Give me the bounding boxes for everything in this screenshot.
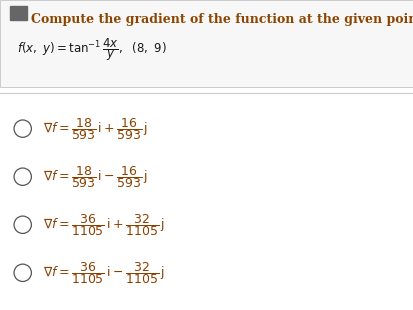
Bar [10, 6, 27, 20]
Text: $\nabla f = \dfrac{18}{593}\,\mathrm{i} - \dfrac{16}{593}\,\mathrm{j}$: $\nabla f = \dfrac{18}{593}\,\mathrm{i} … [43, 164, 148, 190]
Text: $\nabla f = \dfrac{36}{1105}\,\mathrm{i} - \dfrac{32}{1105}\,\mathrm{j}$: $\nabla f = \dfrac{36}{1105}\,\mathrm{i}… [43, 260, 166, 286]
Text: $\nabla f = \dfrac{36}{1105}\,\mathrm{i} + \dfrac{32}{1105}\,\mathrm{j}$: $\nabla f = \dfrac{36}{1105}\,\mathrm{i}… [43, 212, 166, 238]
Text: $\nabla f = \dfrac{18}{593}\,\mathrm{i} + \dfrac{16}{593}\,\mathrm{j}$: $\nabla f = \dfrac{18}{593}\,\mathrm{i} … [43, 116, 148, 142]
Text: Compute the gradient of the function at the given point.: Compute the gradient of the function at … [31, 13, 413, 26]
Bar [0, 0, 413, 87]
Text: $f(x,\ y) = \tan^{-1}\dfrac{4x}{y},\ \ (8,\ 9)$: $f(x,\ y) = \tan^{-1}\dfrac{4x}{y},\ \ (… [17, 36, 166, 63]
